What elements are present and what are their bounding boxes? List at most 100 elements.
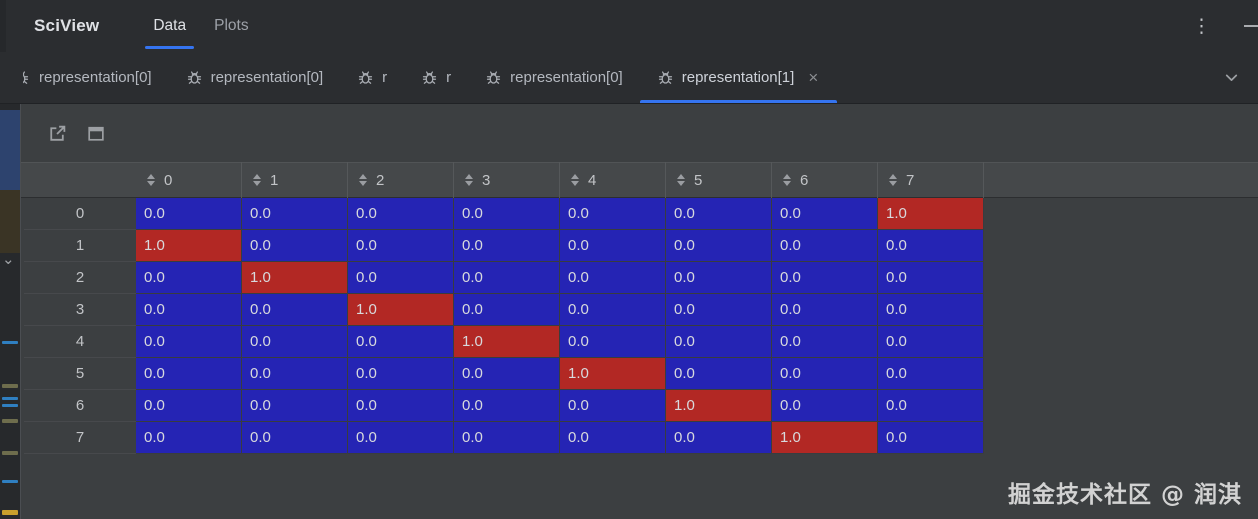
cell-r7-c1[interactable]: 0.0: [242, 422, 348, 454]
cell-r0-c1[interactable]: 0.0: [242, 198, 348, 230]
column-header-7[interactable]: 7: [878, 162, 984, 198]
column-header-label: 1: [270, 171, 279, 189]
cell-r6-c3[interactable]: 0.0: [454, 390, 560, 422]
column-header-1[interactable]: 1: [242, 162, 348, 198]
cell-r3-c1[interactable]: 0.0: [242, 294, 348, 326]
editor-tab-3[interactable]: r: [404, 52, 468, 103]
cell-r6-c7[interactable]: 0.0: [878, 390, 984, 422]
column-header-label: 2: [376, 171, 385, 189]
cell-r5-c1[interactable]: 0.0: [242, 358, 348, 390]
editor-tab-5[interactable]: representation[1] ×: [639, 52, 838, 103]
editor-tab-2[interactable]: r: [340, 52, 404, 103]
cell-r0-c7[interactable]: 1.0: [878, 198, 984, 230]
cell-r3-c2[interactable]: 1.0: [348, 294, 454, 326]
cell-r5-c3[interactable]: 0.0: [454, 358, 560, 390]
cell-r3-c7[interactable]: 0.0: [878, 294, 984, 326]
cell-r4-c4[interactable]: 0.0: [560, 326, 666, 358]
column-header-4[interactable]: 4: [560, 162, 666, 198]
cell-r6-c5[interactable]: 1.0: [666, 390, 772, 422]
panel-title: SciView: [34, 16, 100, 35]
cell-r5-c5[interactable]: 0.0: [666, 358, 772, 390]
cell-r7-c3[interactable]: 0.0: [454, 422, 560, 454]
editor-tab-0[interactable]: representation[0]: [6, 52, 169, 103]
editor-tab-label: r: [446, 69, 452, 86]
cell-r7-c0[interactable]: 0.0: [136, 422, 242, 454]
cell-r5-c2[interactable]: 0.0: [348, 358, 454, 390]
cell-r3-c3[interactable]: 0.0: [454, 294, 560, 326]
cell-r0-c2[interactable]: 0.0: [348, 198, 454, 230]
open-in-new-window-button[interactable]: [45, 122, 67, 144]
cell-r1-c4[interactable]: 0.0: [560, 230, 666, 262]
cell-r0-c5[interactable]: 0.0: [666, 198, 772, 230]
cell-r4-c0[interactable]: 0.0: [136, 326, 242, 358]
cell-r4-c1[interactable]: 0.0: [242, 326, 348, 358]
cell-r5-c0[interactable]: 0.0: [136, 358, 242, 390]
cell-r4-c7[interactable]: 0.0: [878, 326, 984, 358]
cell-r2-c4[interactable]: 0.0: [560, 262, 666, 294]
cell-r7-c4[interactable]: 0.0: [560, 422, 666, 454]
cell-r3-c0[interactable]: 0.0: [136, 294, 242, 326]
row-header-0: 0: [24, 198, 136, 230]
cell-r1-c5[interactable]: 0.0: [666, 230, 772, 262]
cell-r2-c6[interactable]: 0.0: [772, 262, 878, 294]
cell-r0-c6[interactable]: 0.0: [772, 198, 878, 230]
cell-r0-c3[interactable]: 0.0: [454, 198, 560, 230]
cell-r2-c0[interactable]: 0.0: [136, 262, 242, 294]
cell-r4-c6[interactable]: 0.0: [772, 326, 878, 358]
editor-tab-1[interactable]: representation[0]: [169, 52, 341, 103]
cell-r7-c7[interactable]: 0.0: [878, 422, 984, 454]
scroll-mark-4: [2, 419, 18, 423]
cell-r1-c6[interactable]: 0.0: [772, 230, 878, 262]
more-options-icon[interactable]: ⋮: [1192, 15, 1212, 37]
column-header-6[interactable]: 6: [772, 162, 878, 198]
minimize-icon[interactable]: [1244, 25, 1258, 27]
cell-r7-c5[interactable]: 0.0: [666, 422, 772, 454]
row-header-3: 3: [24, 294, 136, 326]
cell-r2-c3[interactable]: 0.0: [454, 262, 560, 294]
cell-r1-c2[interactable]: 0.0: [348, 230, 454, 262]
bug-icon: [421, 69, 438, 86]
bug-icon-clipped: [23, 69, 31, 86]
cell-r3-c6[interactable]: 0.0: [772, 294, 878, 326]
cell-r1-c1[interactable]: 0.0: [242, 230, 348, 262]
open-in-new-window-icon: [49, 125, 65, 141]
cell-r0-c0[interactable]: 0.0: [136, 198, 242, 230]
close-tab-icon[interactable]: ×: [808, 68, 819, 87]
cell-r5-c6[interactable]: 0.0: [772, 358, 878, 390]
column-header-3[interactable]: 3: [454, 162, 560, 198]
cell-r6-c4[interactable]: 0.0: [560, 390, 666, 422]
cell-r2-c1[interactable]: 1.0: [242, 262, 348, 294]
open-in-editor-button[interactable]: [84, 122, 106, 144]
cell-r4-c3[interactable]: 1.0: [454, 326, 560, 358]
cell-r5-c4[interactable]: 1.0: [560, 358, 666, 390]
code-block-blue: [0, 110, 20, 190]
cell-r7-c6[interactable]: 1.0: [772, 422, 878, 454]
cell-r3-c5[interactable]: 0.0: [666, 294, 772, 326]
tab-plots[interactable]: Plots: [200, 0, 262, 52]
tab-list-dropdown[interactable]: [1205, 52, 1258, 103]
cell-r2-c2[interactable]: 0.0: [348, 262, 454, 294]
cell-r6-c0[interactable]: 0.0: [136, 390, 242, 422]
cell-r1-c0[interactable]: 1.0: [136, 230, 242, 262]
cell-r2-c5[interactable]: 0.0: [666, 262, 772, 294]
cell-r1-c7[interactable]: 0.0: [878, 230, 984, 262]
cell-r6-c2[interactable]: 0.0: [348, 390, 454, 422]
cell-r2-c7[interactable]: 0.0: [878, 262, 984, 294]
sort-icon: [359, 174, 367, 186]
cell-r5-c7[interactable]: 0.0: [878, 358, 984, 390]
cell-r1-c3[interactable]: 0.0: [454, 230, 560, 262]
tab-data[interactable]: Data: [139, 0, 200, 52]
cell-r7-c2[interactable]: 0.0: [348, 422, 454, 454]
cell-r6-c6[interactable]: 0.0: [772, 390, 878, 422]
column-header-5[interactable]: 5: [666, 162, 772, 198]
strip-chevron-icon[interactable]: ⌄: [2, 251, 15, 268]
editor-tab-4[interactable]: representation[0]: [468, 52, 640, 103]
column-header-0[interactable]: 0: [136, 162, 242, 198]
cell-r0-c4[interactable]: 0.0: [560, 198, 666, 230]
column-header-2[interactable]: 2: [348, 162, 454, 198]
cell-r4-c2[interactable]: 0.0: [348, 326, 454, 358]
cell-r4-c5[interactable]: 0.0: [666, 326, 772, 358]
cell-r3-c4[interactable]: 0.0: [560, 294, 666, 326]
cell-r6-c1[interactable]: 0.0: [242, 390, 348, 422]
